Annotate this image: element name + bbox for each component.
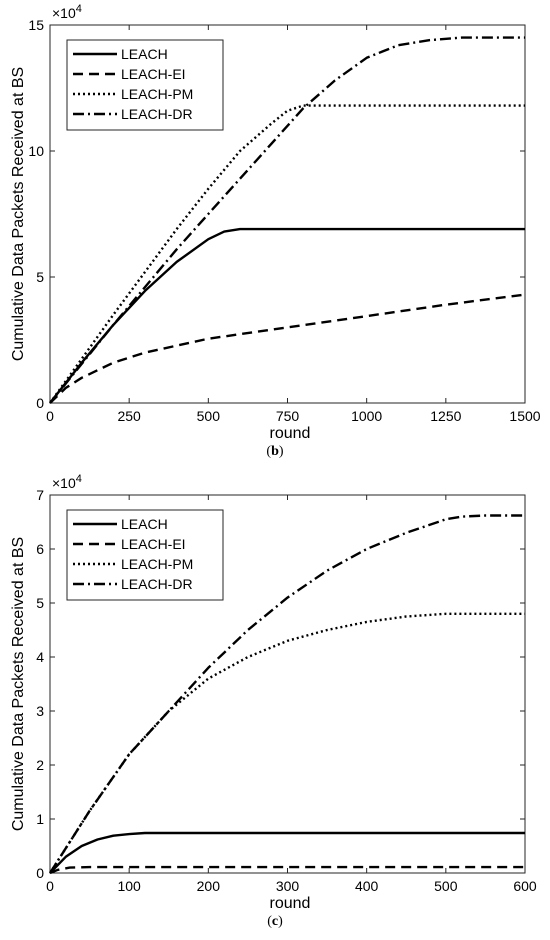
x-tick-label: 500 (197, 408, 221, 424)
panel-caption: (c) (267, 914, 283, 929)
x-tick-label: 750 (276, 408, 300, 424)
y-tick-label: 5 (36, 269, 44, 285)
caption-letter: c (272, 914, 278, 929)
x-axis-label: round (270, 895, 311, 912)
x-tick-label: 0 (46, 878, 54, 894)
y-tick-label: 6 (36, 541, 44, 557)
legend-label: LEACH-PM (121, 556, 193, 572)
y-tick-label: 1 (36, 811, 44, 827)
caption-letter: b (271, 444, 279, 459)
caption-open-paren: ( (267, 914, 272, 929)
chart-c: 0 100 200 300 400 500 60001234567×104roundCumu… (10, 473, 537, 929)
series-line-leach-dr (48, 514, 525, 874)
axis-exponent-base: ×10 (52, 5, 76, 21)
y-axis-label: Cumulative Data Packets Received at BS (10, 67, 27, 361)
panel-caption: (b) (266, 444, 283, 459)
chart-b: 0 250 500 750 1000 1250 1500 0 5 10 15 ×104 round Cum… (10, 3, 541, 459)
legend-label: LEACH-EI (121, 536, 186, 552)
series-line-leach-dr (49, 36, 525, 404)
legend-label: LEACH-DR (121, 106, 193, 122)
axis-exponent-power: 4 (76, 3, 82, 15)
x-tick-label: 0 (46, 408, 54, 424)
caption-open-paren: ( (266, 444, 271, 459)
x-tick-label: 600 (513, 878, 537, 894)
y-tick-label: 7 (36, 487, 44, 503)
legend-label: LEACH-DR (121, 576, 193, 592)
x-tick-label: 100 (117, 878, 141, 894)
x-tick-label: 1000 (351, 408, 382, 424)
x-tick-label: 1250 (430, 408, 461, 424)
y-tick-label: 2 (36, 757, 44, 773)
x-tick-label: 500 (434, 878, 458, 894)
series-line-leach-ei (49, 293, 526, 404)
axis-exponent: ×104 (52, 3, 82, 21)
legend: LEACH LEACH-EI LEACH-PM LEACH-DR (66, 509, 224, 601)
y-tick-label: 10 (28, 143, 44, 159)
chart-panel-b: 0 250 500 750 1000 1250 1500 0 5 10 15 ×104 round Cum… (10, 3, 541, 459)
x-tick-label: 200 (197, 878, 221, 894)
x-tick-label: 400 (355, 878, 379, 894)
y-tick-label: 15 (28, 17, 44, 33)
series-line-leach-pm (48, 612, 525, 874)
y-tick-label: 5 (36, 595, 44, 611)
y-tick-label: 3 (36, 703, 44, 719)
y-tick-label: 0 (36, 395, 44, 411)
axis-exponent: ×104 (52, 473, 82, 491)
legend-label: LEACH (121, 516, 168, 532)
legend-label: LEACH-EI (121, 66, 186, 82)
caption-close-paren: ) (278, 914, 283, 929)
legend: LEACH LEACH-EI LEACH-PM LEACH-DR (66, 39, 224, 131)
axis-exponent-power: 4 (76, 473, 82, 485)
caption-close-paren: ) (279, 444, 284, 459)
legend-label: LEACH (121, 46, 168, 62)
y-tick-label: 0 (36, 865, 44, 881)
x-axis-label: round (270, 425, 311, 442)
series-line-leach-pm (49, 104, 525, 404)
y-tick-label: 4 (36, 649, 44, 665)
axis-exponent-base: ×10 (52, 475, 76, 491)
series-line-leach (49, 831, 525, 874)
x-tick-label: 1500 (509, 408, 540, 424)
series-line-leach-ei (49, 865, 525, 875)
y-axis-label: Cumulative Data Packets Received at BS (10, 537, 27, 831)
legend-label: LEACH-PM (121, 86, 193, 102)
x-tick-label: 300 (276, 878, 300, 894)
chart-panel-c: 0 100 200 300 400 500 600 0 1 2 3 4 5 6 7 ×104 round Cumu… (0, 470, 550, 940)
x-tick-label: 250 (117, 408, 141, 424)
